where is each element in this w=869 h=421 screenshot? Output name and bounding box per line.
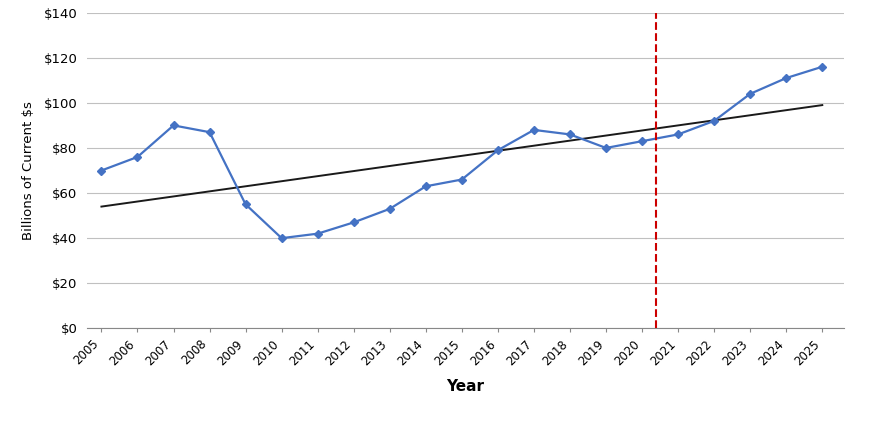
X-axis label: Year: Year (446, 379, 484, 394)
Y-axis label: Billions of Current $s: Billions of Current $s (22, 101, 35, 240)
